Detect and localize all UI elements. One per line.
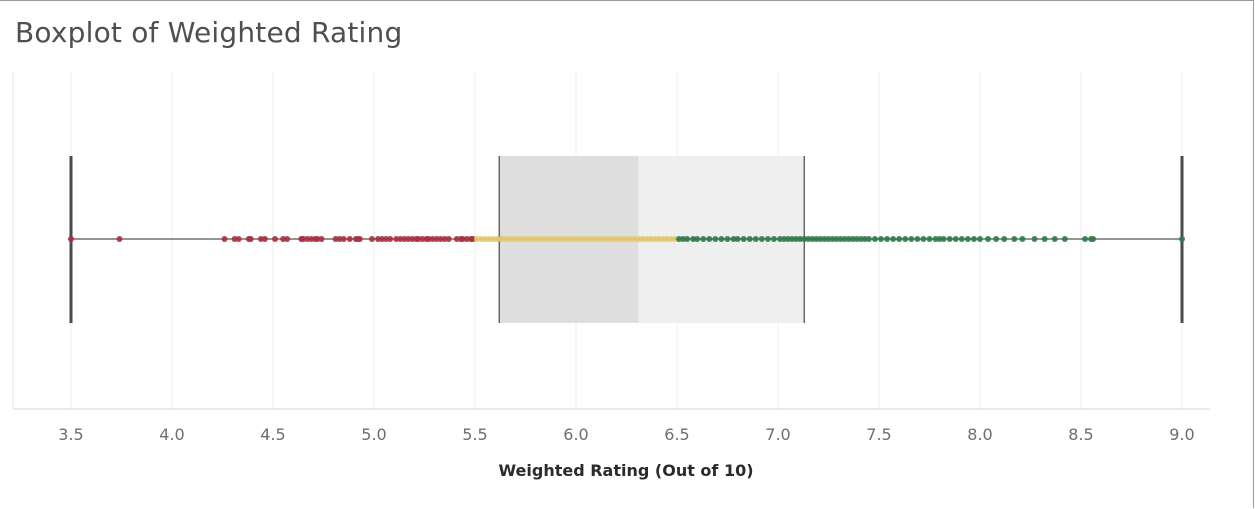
x-tick-label: 4.0: [159, 425, 184, 444]
data-point: [1011, 236, 1018, 242]
data-point: [1051, 236, 1058, 242]
data-point: [940, 236, 947, 242]
data-point: [272, 236, 279, 242]
data-point: [247, 236, 254, 242]
x-tick-label: 6.5: [664, 425, 689, 444]
data-point: [1090, 236, 1097, 242]
data-point: [1179, 236, 1185, 242]
data-point: [920, 236, 927, 242]
data-point: [993, 236, 1000, 242]
data-point: [871, 236, 878, 242]
data-point: [387, 236, 394, 242]
data-point: [908, 236, 915, 242]
data-point: [746, 236, 753, 242]
data-point: [865, 236, 872, 242]
data-point: [758, 236, 765, 242]
x-tick-label: 7.0: [765, 425, 790, 444]
data-point: [890, 236, 897, 242]
data-point: [884, 236, 891, 242]
x-tick-label: 6.0: [563, 425, 588, 444]
chart-title: Boxplot of Weighted Rating: [15, 16, 403, 49]
data-point: [68, 236, 74, 242]
data-point: [724, 236, 731, 242]
data-point: [356, 236, 363, 242]
data-point: [235, 236, 242, 242]
x-tick-labels: 3.5 4.0 4.5 5.0 5.5 6.0 6.5 7.0 7.5 8.0 8.5 9.0: [58, 425, 1194, 444]
data-point: [970, 236, 977, 242]
data-point: [770, 236, 777, 242]
x-tick-label: 4.5: [260, 425, 285, 444]
data-point: [752, 236, 759, 242]
data-point: [740, 236, 747, 242]
data-point: [700, 236, 707, 242]
data-point: [221, 236, 228, 242]
data-point: [1082, 236, 1089, 242]
x-tick-label: 8.5: [1068, 425, 1093, 444]
data-point: [764, 236, 771, 242]
data-point: [261, 236, 268, 242]
x-tick-label: 9.0: [1169, 425, 1194, 444]
data-point: [684, 236, 691, 242]
data-point: [878, 236, 885, 242]
data-point: [346, 236, 353, 242]
data-point: [926, 236, 933, 242]
x-tick-label: 7.5: [866, 425, 891, 444]
data-point: [952, 236, 959, 242]
data-point: [706, 236, 713, 242]
data-point: [734, 236, 741, 242]
data-point: [958, 236, 965, 242]
data-point: [340, 236, 347, 242]
data-point: [1031, 236, 1038, 242]
data-point: [445, 236, 452, 242]
data-point: [1019, 236, 1026, 242]
data-point: [694, 236, 701, 242]
data-point: [896, 236, 903, 242]
x-axis-title: Weighted Rating (Out of 10): [498, 461, 753, 480]
x-tick-label: 5.0: [361, 425, 386, 444]
data-point: [964, 236, 971, 242]
data-point: [284, 236, 291, 242]
data-point: [946, 236, 953, 242]
data-point: [712, 236, 719, 242]
x-tick-label: 3.5: [58, 425, 83, 444]
data-point: [985, 236, 992, 242]
data-point: [318, 236, 325, 242]
data-point: [1061, 236, 1068, 242]
x-tick-label: 5.5: [462, 425, 487, 444]
x-tick-label: 8.0: [967, 425, 992, 444]
data-point: [977, 236, 983, 242]
data-point: [116, 236, 123, 242]
data-point: [718, 236, 725, 242]
data-point: [1041, 236, 1048, 242]
data-point: [1001, 236, 1008, 242]
data-points: [68, 236, 1185, 242]
data-point: [914, 236, 921, 242]
data-point: [902, 236, 909, 242]
data-point: [368, 236, 375, 242]
